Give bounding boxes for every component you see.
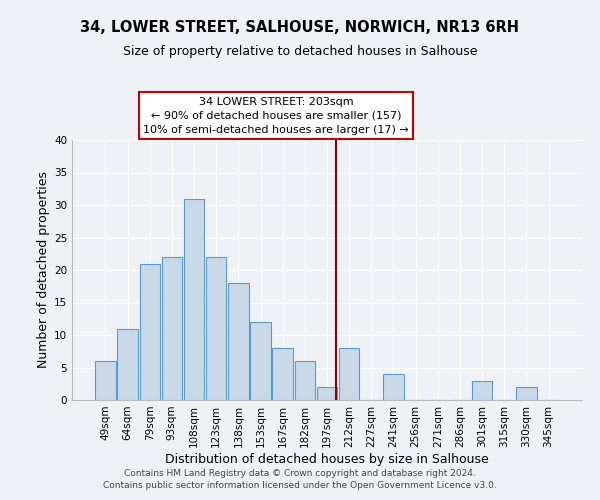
Bar [161,257,182,400]
Bar [184,198,204,400]
Bar [317,387,337,400]
Bar [95,361,116,400]
Bar [339,348,359,400]
X-axis label: Distribution of detached houses by size in Salhouse: Distribution of detached houses by size … [165,452,489,466]
Bar [272,348,293,400]
Text: Contains HM Land Registry data © Crown copyright and database right 2024.
Contai: Contains HM Land Registry data © Crown c… [103,468,497,490]
Bar [140,264,160,400]
Y-axis label: Number of detached properties: Number of detached properties [37,172,50,368]
Bar [383,374,404,400]
Text: 34, LOWER STREET, SALHOUSE, NORWICH, NR13 6RH: 34, LOWER STREET, SALHOUSE, NORWICH, NR1… [80,20,520,35]
Bar [250,322,271,400]
Bar [516,387,536,400]
Bar [206,257,226,400]
Bar [228,283,248,400]
Bar [295,361,315,400]
Bar [472,380,493,400]
Text: Size of property relative to detached houses in Salhouse: Size of property relative to detached ho… [123,45,477,58]
Text: 34 LOWER STREET: 203sqm
← 90% of detached houses are smaller (157)
10% of semi-d: 34 LOWER STREET: 203sqm ← 90% of detache… [143,97,409,135]
Bar [118,328,138,400]
